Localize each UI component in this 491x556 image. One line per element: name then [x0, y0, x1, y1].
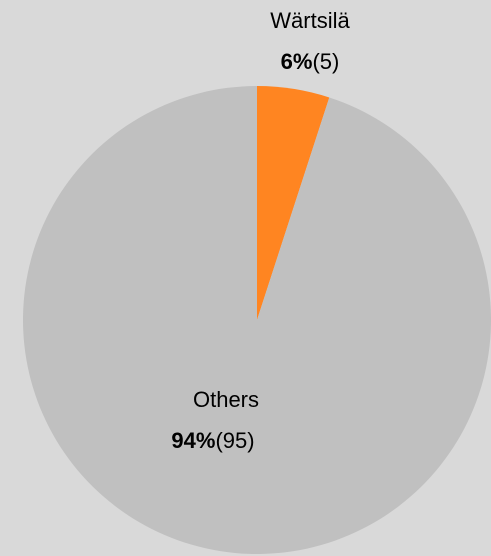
slice-label-wartsila-value: 6%(5): [281, 49, 340, 74]
pie-slice-others: [22, 86, 491, 554]
slice-percent-wartsila: 6%: [281, 49, 313, 74]
slice-label-others-name: Others: [193, 387, 259, 412]
slice-count-others: (95): [215, 428, 254, 453]
slice-percent-others: 94%: [171, 428, 215, 453]
labels-layer: Wärtsilä 6%(5) Others 94%(95): [171, 8, 350, 453]
slice-count-wartsila: (5): [312, 49, 339, 74]
pie-slice-wartsila: [257, 86, 330, 320]
slice-label-others-value: 94%(95): [171, 428, 254, 453]
slices-layer: [22, 86, 491, 554]
slice-label-wartsila-name: Wärtsilä: [270, 8, 350, 33]
